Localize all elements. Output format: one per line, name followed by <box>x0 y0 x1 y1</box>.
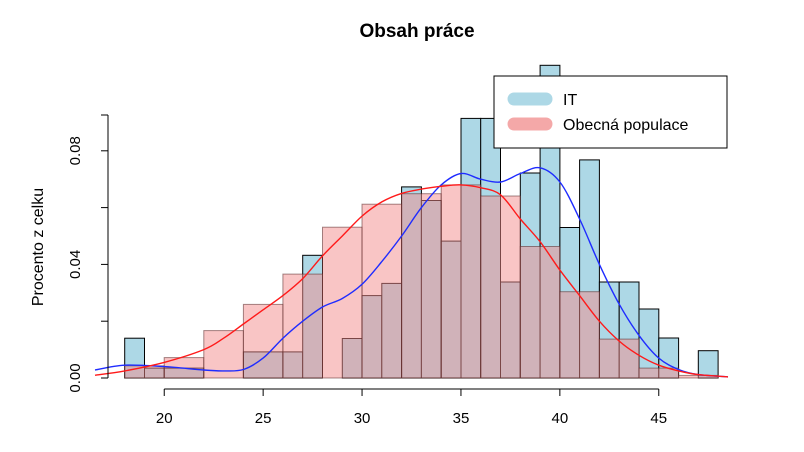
legend-label-population: Obecná populace <box>563 117 689 134</box>
x-tick-label-3: 35 <box>453 410 470 427</box>
legend: IT Obecná populace <box>493 75 728 149</box>
population-bar-5 <box>322 226 363 379</box>
population-bar-12 <box>598 338 640 379</box>
it-bar-23 <box>697 350 719 379</box>
x-tick-label-1: 25 <box>255 410 272 427</box>
population-bar-8 <box>440 184 482 379</box>
population-histogram-bars <box>124 184 719 379</box>
y-tick-label-1: 0.04 <box>67 250 84 279</box>
population-bar-10 <box>519 246 561 379</box>
legend-box <box>493 75 728 149</box>
population-bar-7 <box>401 193 442 379</box>
population-bar-3 <box>242 303 284 379</box>
density-curves <box>94 166 729 378</box>
y-axis: 0.00 0.04 0.08 <box>67 114 109 393</box>
population-bar-11 <box>559 291 601 379</box>
population-bar-6 <box>361 203 403 379</box>
population-bar-4 <box>282 273 323 379</box>
population-bar-9 <box>480 195 521 379</box>
legend-label-it: IT <box>563 92 577 109</box>
population-density-line <box>94 184 729 378</box>
population-bar-13 <box>638 367 680 379</box>
x-tick-label-0: 20 <box>156 410 173 427</box>
x-axis: 20 25 30 35 40 45 <box>156 388 667 427</box>
x-tick-label-2: 30 <box>354 410 371 427</box>
y-axis-label: Procento z celku <box>30 188 47 306</box>
y-tick-label-0: 0.00 <box>67 363 84 392</box>
x-tick-label-5: 45 <box>650 410 667 427</box>
chart-title: Obsah práce <box>359 21 474 42</box>
it-density-line <box>94 166 729 378</box>
y-tick-label-2: 0.08 <box>67 136 84 165</box>
x-tick-label-4: 40 <box>552 410 569 427</box>
